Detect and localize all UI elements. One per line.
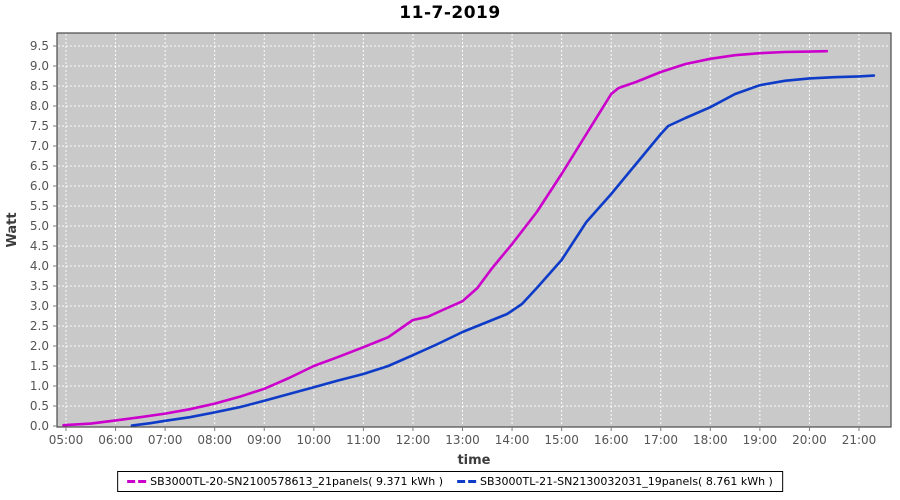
svg-text:14:00: 14:00 [495, 433, 530, 447]
svg-text:08:00: 08:00 [197, 433, 232, 447]
svg-text:2.0: 2.0 [30, 339, 49, 353]
svg-text:12:00: 12:00 [396, 433, 431, 447]
legend-box: SB3000TL-20-SN2100578613_21panels( 9.371… [117, 471, 783, 492]
series-0-line-swatch-icon [127, 480, 147, 483]
svg-text:09:00: 09:00 [247, 433, 282, 447]
tick-marks [53, 45, 860, 431]
x-axis-title: time [457, 453, 490, 468]
svg-text:7.5: 7.5 [30, 119, 49, 133]
svg-text:8.0: 8.0 [30, 99, 49, 113]
svg-text:15:00: 15:00 [544, 433, 579, 447]
svg-text:9.5: 9.5 [30, 39, 49, 53]
svg-text:17:00: 17:00 [643, 433, 678, 447]
svg-text:11:00: 11:00 [346, 433, 381, 447]
svg-text:6.0: 6.0 [30, 179, 49, 193]
svg-text:1.5: 1.5 [30, 359, 49, 373]
y-axis-title: Watt [5, 212, 20, 247]
plot-background [57, 33, 891, 427]
svg-text:10:00: 10:00 [297, 433, 332, 447]
series-line-1 [130, 74, 876, 427]
svg-text:19:00: 19:00 [743, 433, 778, 447]
chart-canvas: 05:00 06:00 07:00 08:00 09:00 10:00 11:00 12:00… [5, 32, 892, 468]
svg-text:6.5: 6.5 [30, 159, 49, 173]
svg-text:3.5: 3.5 [30, 279, 49, 293]
legend-entry-series-1: SB3000TL-21-SN2130032031_19panels( 8.761… [457, 475, 773, 488]
svg-text:05:00: 05:00 [49, 433, 84, 447]
svg-text:9.0: 9.0 [30, 59, 49, 73]
svg-text:1.0: 1.0 [30, 379, 49, 393]
svg-text:0.0: 0.0 [30, 419, 49, 433]
legend-entry-series-0: SB3000TL-20-SN2100578613_21panels( 9.371… [127, 475, 443, 488]
svg-text:4.5: 4.5 [30, 239, 49, 253]
series-1-line-swatch-icon [457, 480, 476, 483]
svg-text:16:00: 16:00 [594, 433, 629, 447]
chart-title: 11-7-2019 [399, 3, 501, 23]
svg-text:8.5: 8.5 [30, 79, 49, 93]
svg-text:7.0: 7.0 [30, 139, 49, 153]
x-tick-labels: 05:00 06:00 07:00 08:00 09:00 10:00 11:00 12:00… [49, 433, 877, 447]
svg-text:18:00: 18:00 [693, 433, 728, 447]
svg-text:3.0: 3.0 [30, 299, 49, 313]
series-line-0 [62, 49, 829, 427]
svg-text:06:00: 06:00 [98, 433, 133, 447]
svg-text:0.5: 0.5 [30, 399, 49, 413]
plot-border [56, 32, 892, 428]
svg-text:5.0: 5.0 [30, 219, 49, 233]
svg-text:21:00: 21:00 [842, 433, 877, 447]
svg-text:5.5: 5.5 [30, 199, 49, 213]
y-tick-labels: 0.0 0.5 1.0 1.5 2.0 2.5 3.0 3.5 4.0 4.5 5.0 5.5 6.0 6… [30, 39, 49, 433]
svg-text:13:00: 13:00 [445, 433, 480, 447]
svg-text:07:00: 07:00 [148, 433, 183, 447]
svg-text:2.5: 2.5 [30, 319, 49, 333]
legend-label-series-1: SB3000TL-21-SN2130032031_19panels( 8.761… [480, 475, 773, 488]
legend-label-series-0: SB3000TL-20-SN2100578613_21panels( 9.371… [150, 475, 443, 488]
gridlines [58, 34, 890, 426]
svg-text:20:00: 20:00 [792, 433, 827, 447]
svg-text:4.0: 4.0 [30, 259, 49, 273]
chart-plot-area: 05:00 06:00 07:00 08:00 09:00 10:00 11:00 12:00… [5, 32, 892, 468]
